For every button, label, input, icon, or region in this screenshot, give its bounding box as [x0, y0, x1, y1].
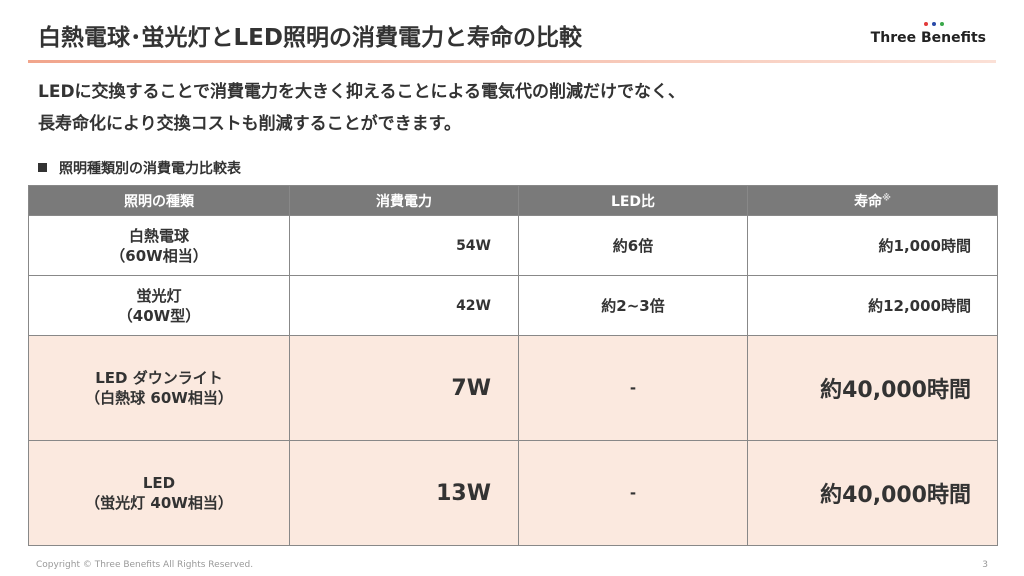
cell-line: （60W相当） — [110, 246, 208, 265]
logo-dot — [940, 22, 944, 26]
cell: - — [518, 335, 748, 441]
cell-line: LED — [142, 474, 176, 492]
section-title: 照明種類別の消費電力比較表 — [38, 158, 241, 178]
column-header: 消費電力 — [289, 185, 519, 216]
logo: Three Benefits — [870, 30, 986, 46]
cell: 約40,000時間 — [747, 440, 998, 546]
comparison-table: 照明の種類 消費電力 LED比 寿命※ 白熱電球 （60W相当） 54W 約6倍 約1,000… — [28, 185, 998, 546]
intro-line: LEDに交換することで消費電力を大きく抑えることによる電気代の削減だけでなく、 — [38, 82, 686, 102]
cell: 約12,000時間 — [747, 275, 998, 336]
header-row: 照明の種類 消費電力 LED比 寿命※ — [28, 185, 998, 216]
page-number: 3 — [982, 560, 988, 570]
table-row: 蛍光灯 （40W型） 42W 約2~3倍 約12,000時間 — [28, 275, 998, 336]
title: 白熱電球･蛍光灯とLED照明の消費電力と寿命の比較 — [38, 25, 582, 51]
table-row: LED （蛍光灯 40W相当） 13W - 約40,000時間 — [28, 440, 998, 546]
cell-line: LED ダウンライト — [95, 369, 223, 387]
cell: 約6倍 — [518, 215, 748, 276]
cell: - — [518, 440, 748, 546]
column-header: 寿命※ — [747, 185, 998, 216]
column-header-text: 寿命 — [854, 193, 883, 210]
cell: 約1,000時間 — [747, 215, 998, 276]
cell: 約2~3倍 — [518, 275, 748, 336]
intro-line: 長寿命化により交換コストも削減することができます。 — [38, 114, 461, 134]
cell: 42W — [289, 275, 519, 336]
cell: 54W — [289, 215, 519, 276]
table-row: 白熱電球 （60W相当） 54W 約6倍 約1,000時間 — [28, 215, 998, 276]
column-header-text: 消費電力 — [376, 193, 432, 210]
column-note: ※ — [882, 192, 891, 203]
cell: 7W — [289, 335, 519, 441]
cell: LED ダウンライト （白熱球 60W相当） — [28, 335, 290, 441]
cell: LED （蛍光灯 40W相当） — [28, 440, 290, 546]
cell-line: （蛍光灯 40W相当） — [85, 494, 233, 512]
cell: 約40,000時間 — [747, 335, 998, 441]
title-rule — [28, 60, 996, 63]
logo-dot — [924, 22, 928, 26]
column-header-text: 照明の種類 — [124, 193, 194, 210]
table-row: LED ダウンライト （白熱球 60W相当） 7W - 約40,000時間 — [28, 335, 998, 441]
cell-line: （40W型） — [117, 306, 201, 325]
copyright: Copyright © Three Benefits All Rights Re… — [36, 560, 254, 570]
cell-line: 白熱電球 — [128, 226, 189, 245]
column-header: 照明の種類 — [28, 185, 290, 216]
cell: 白熱電球 （60W相当） — [28, 215, 290, 276]
column-header: LED比 — [518, 185, 748, 216]
cell-line: 蛍光灯 — [136, 286, 182, 305]
column-header-text: LED比 — [610, 193, 656, 210]
logo-dot — [932, 22, 936, 26]
cell: 蛍光灯 （40W型） — [28, 275, 290, 336]
cell-line: （白熱球 60W相当） — [85, 389, 233, 407]
cell: 13W — [289, 440, 519, 546]
